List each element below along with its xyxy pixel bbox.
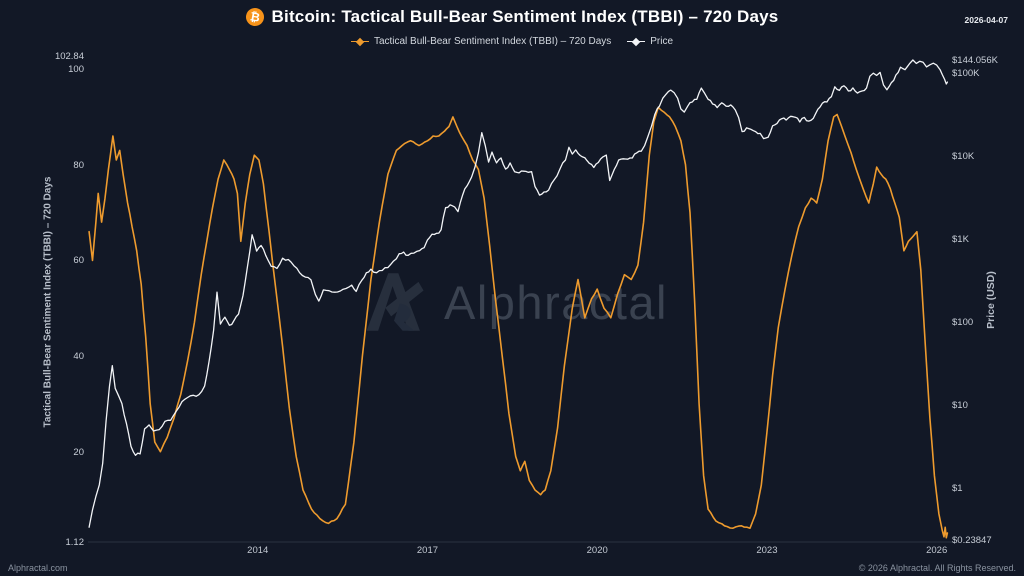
left-axis-tick: 40 (73, 351, 84, 363)
right-axis-tick: $1 (952, 483, 963, 495)
right-axis-tick: $1K (952, 234, 969, 246)
diamond-marker-icon (627, 37, 646, 47)
x-axis-tick: 2023 (756, 545, 778, 556)
right-axis-tick: $144.056K (952, 55, 998, 66)
right-axis-tick: $100 (952, 317, 974, 329)
x-axis-tick: 2020 (586, 545, 608, 556)
tbbi-line (88, 106, 949, 539)
legend-item-label: Tactical Bull-Bear Sentiment Index (TBBI… (373, 36, 612, 47)
legend: Tactical Bull-Bear Sentiment Index (TBBI… (0, 36, 1024, 47)
footer-copyright: © 2026 Alphractal. All Rights Reserved. (858, 563, 1016, 573)
left-axis-tick: 1.12 (65, 537, 85, 548)
left-axis-tick: 100 (68, 64, 84, 76)
right-axis-tick: $100K (952, 68, 980, 80)
price-line (88, 59, 949, 528)
left-axis-tick: 60 (73, 255, 84, 267)
footer-site-text: Alphractal.com (8, 563, 68, 573)
x-axis-tick: 2026 (926, 545, 948, 556)
legend-item-tbbi[interactable]: Tactical Bull-Bear Sentiment Index (TBBI… (350, 36, 612, 47)
header: ₿ Bitcoin: Tactical Bull-Bear Sentiment … (0, 6, 1024, 28)
right-axis-tick: $10 (952, 400, 968, 412)
page-title: Bitcoin: Tactical Bull-Bear Sentiment In… (271, 7, 779, 26)
left-axis-tick: 80 (73, 159, 84, 171)
x-axis-tick: 2017 (416, 545, 439, 556)
legend-item-label: Price (650, 36, 674, 47)
legend-item-price[interactable]: Price (627, 36, 673, 47)
left-axis-tick: 102.84 (54, 50, 84, 62)
right-axis-tick: $0.23847 (952, 535, 992, 546)
left-axis-tick: 20 (73, 446, 84, 458)
report-date: 2026-04-07 (964, 15, 1008, 25)
right-axis-tick: $10K (952, 151, 975, 163)
x-axis-tick: 2014 (247, 545, 269, 556)
diamond-marker-icon (350, 37, 369, 47)
